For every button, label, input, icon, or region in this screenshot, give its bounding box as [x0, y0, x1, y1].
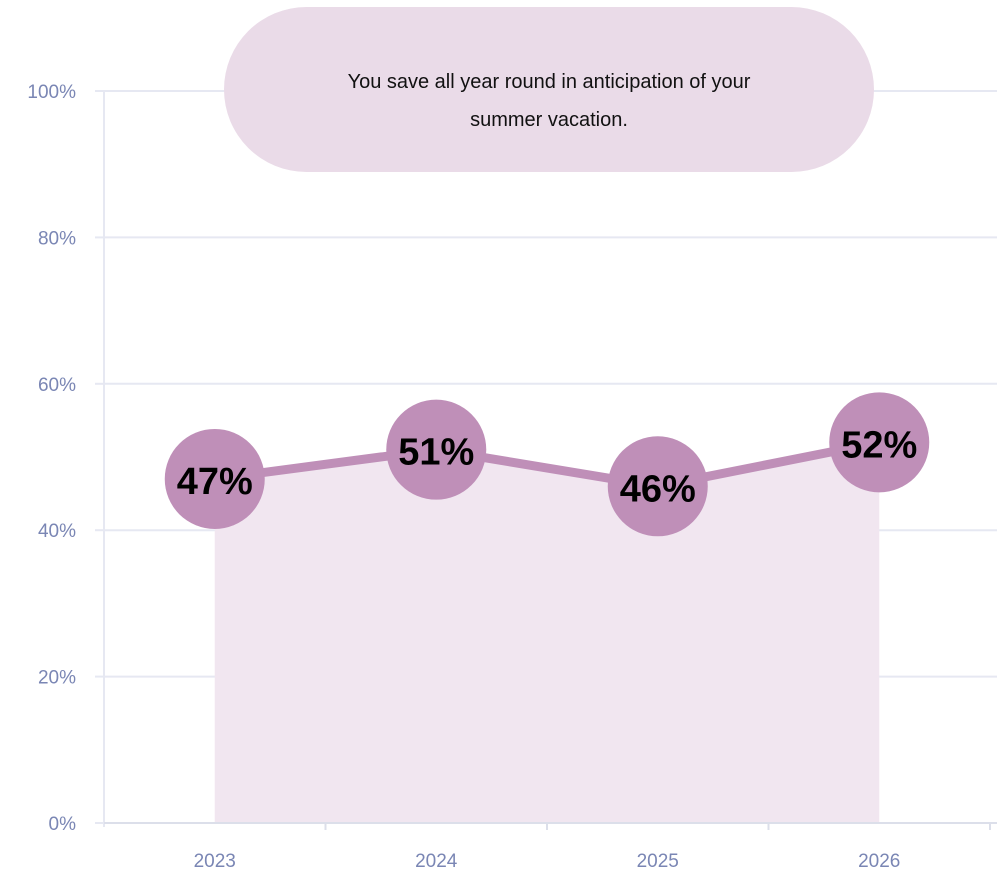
data-point: [164, 428, 265, 529]
y-tick-label: 80%: [38, 228, 76, 249]
series-line-layer: [210, 437, 884, 491]
callout-line-1: You save all year round in anticipation …: [347, 71, 751, 93]
y-tick-label: 60%: [38, 375, 76, 396]
y-tick-label: 100%: [27, 82, 76, 103]
callout-line-2: summer vacation.: [470, 109, 628, 131]
data-point: [607, 436, 708, 537]
series-area: [214, 442, 880, 823]
area-fill-layer: [214, 442, 880, 823]
data-label: 47%: [177, 461, 253, 503]
x-tick-label: 2026: [858, 851, 900, 872]
x-tick-label: 2023: [194, 851, 236, 872]
data-label: 51%: [398, 432, 474, 474]
data-label: 46%: [620, 468, 696, 510]
series-line: [210, 437, 884, 491]
data-point: [829, 392, 930, 493]
callout-text: You save all year round in anticipation …: [224, 63, 874, 139]
y-tick-label: 40%: [38, 521, 76, 542]
axes: 0% 20% 40% 60% 80% 100% 2023 2024 2025 2026: [27, 82, 997, 872]
callout-bubble: You save all year round in anticipation …: [224, 7, 874, 172]
data-points-layer: 47% 51% 46% 52%: [164, 392, 930, 537]
x-tick-label: 2025: [637, 851, 679, 872]
data-point: [386, 399, 487, 500]
y-tick-label: 0%: [49, 814, 77, 835]
x-tick-label: 2024: [415, 851, 458, 872]
data-label: 52%: [841, 424, 917, 466]
y-tick-label: 20%: [38, 668, 76, 689]
